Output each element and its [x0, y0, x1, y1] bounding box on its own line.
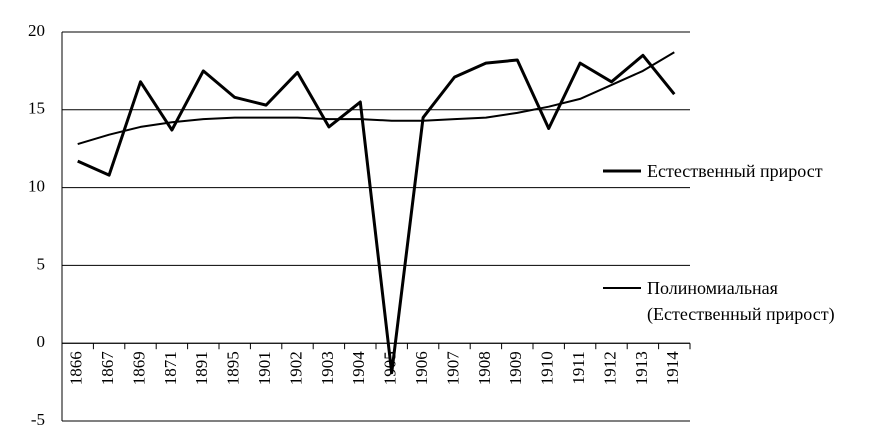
- x-tick-label: 1901: [255, 351, 274, 385]
- y-tick-label: -5: [31, 410, 45, 429]
- x-tick-label: 1866: [67, 351, 86, 385]
- x-tick-label: 1869: [129, 351, 148, 385]
- x-tick-label: 1895: [224, 351, 243, 385]
- y-tick-label: 10: [28, 177, 45, 196]
- y-tick-label: 20: [28, 21, 45, 40]
- x-tick-label: 1911: [569, 351, 588, 384]
- x-tick-label: 1867: [98, 351, 117, 386]
- x-tick-label: 1910: [538, 351, 557, 385]
- x-tick-label: 1909: [506, 351, 525, 385]
- x-tick-label: 1912: [600, 351, 619, 385]
- legend-label: Полиномиальная (Естественный прирост): [647, 278, 835, 324]
- x-tick-label: 1914: [663, 351, 682, 386]
- x-tick-label: 1906: [412, 351, 431, 385]
- x-tick-label: 1903: [318, 351, 337, 385]
- series-line: [77, 53, 676, 375]
- y-tick-label: 0: [37, 332, 46, 351]
- x-tick-label: 1891: [192, 351, 211, 385]
- x-tick-label: 1908: [475, 351, 494, 385]
- y-tick-label: 15: [28, 99, 45, 118]
- x-tick-label: 1871: [161, 351, 180, 385]
- series-line: [77, 51, 675, 145]
- x-tick-label: 1907: [443, 351, 462, 386]
- x-tick-label: 1904: [349, 351, 368, 386]
- y-tick-label: 5: [37, 254, 46, 273]
- x-tick-label: 1913: [632, 351, 651, 385]
- x-tick-label: 1902: [286, 351, 305, 385]
- legend-label: Естественный прирост: [647, 161, 823, 181]
